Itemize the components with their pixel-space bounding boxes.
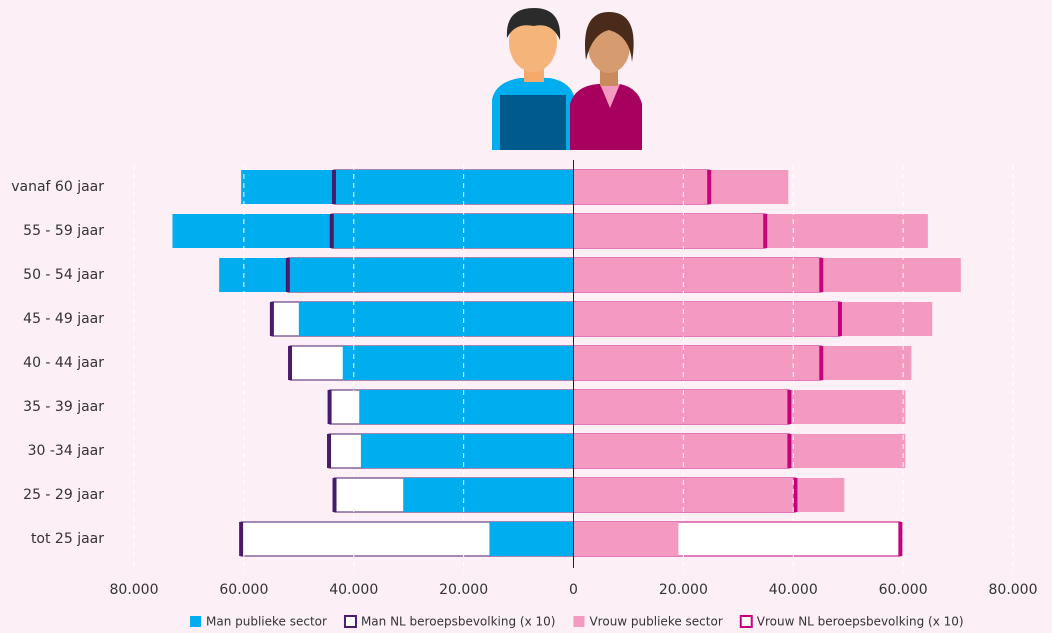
category-label: 35 - 39 jaar — [23, 399, 104, 415]
bar — [219, 258, 574, 292]
bar — [573, 346, 912, 380]
category-label: 30 -34 jaar — [28, 443, 105, 459]
x-tick-label: 40.000 — [769, 582, 818, 598]
x-tick-label: 60.000 — [219, 582, 268, 598]
x-tick-label: 20.000 — [439, 582, 488, 598]
bar — [573, 522, 679, 556]
x-tick-label: 80.000 — [989, 582, 1038, 598]
bar — [573, 170, 789, 204]
legend-swatch — [343, 615, 357, 628]
category-label: 45 - 49 jaar — [23, 311, 104, 327]
x-tick-label: 0 — [569, 582, 578, 598]
category-label: 25 - 29 jaar — [23, 487, 104, 503]
bar — [573, 390, 906, 424]
illustration — [492, 8, 642, 150]
bar — [241, 170, 574, 204]
legend-label: Man publieke sector — [206, 615, 327, 629]
category-label: 55 - 59 jaar — [23, 223, 104, 239]
bar — [573, 214, 928, 248]
legend-swatch — [573, 616, 585, 627]
bar — [573, 258, 961, 292]
category-label: 40 - 44 jaar — [23, 355, 104, 371]
x-tick-label: 20.000 — [659, 582, 708, 598]
x-tick-label: 80.000 — [110, 582, 159, 598]
bar — [489, 522, 574, 556]
bar — [573, 478, 845, 512]
bar — [298, 302, 574, 336]
bar — [403, 478, 574, 512]
legend-swatch — [190, 616, 201, 627]
bar — [342, 346, 574, 380]
x-tick-label: 60.000 — [879, 582, 928, 598]
x-tick-label: 40.000 — [329, 582, 378, 598]
bar — [359, 390, 574, 424]
bar — [573, 434, 906, 468]
category-label: vanaf 60 jaar — [11, 179, 104, 195]
bar — [573, 302, 933, 336]
legend-label: Man NL beroepsbevolking (x 10) — [361, 615, 556, 629]
bar — [172, 214, 574, 248]
legend-swatch — [739, 615, 753, 628]
category-label: tot 25 jaar — [31, 531, 104, 547]
legend-label: Vrouw publieke sector — [589, 615, 722, 629]
bar — [360, 434, 574, 468]
category-label: 50 - 54 jaar — [23, 267, 104, 283]
legend-label: Vrouw NL beroepsbevolking (x 10) — [757, 615, 964, 629]
